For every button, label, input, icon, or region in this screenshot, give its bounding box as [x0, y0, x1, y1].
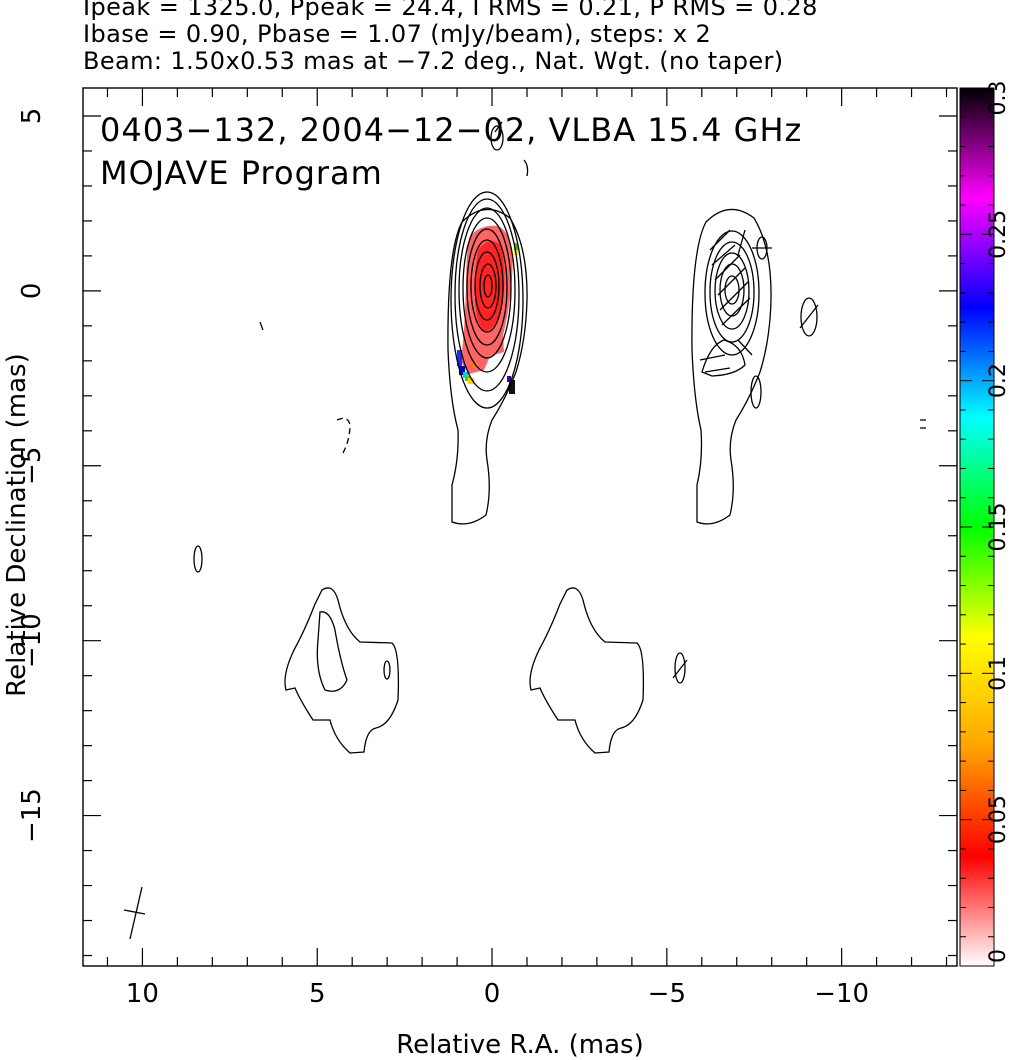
y-tick-labels: 5 0 −5 −10 −15	[17, 108, 47, 843]
contour-top-blob	[490, 125, 504, 151]
contour-far-left	[193, 545, 203, 573]
contours-polarized-intensity	[529, 208, 818, 754]
x-tick-labels: 10 5 0 −5 −10	[126, 979, 869, 1009]
contour-lower-right	[529, 587, 645, 754]
pol-pixel-green	[465, 376, 470, 381]
contour-right-small-2	[750, 375, 762, 409]
contour-dashed-left	[336, 417, 351, 456]
colorbar-tick-label: 0	[986, 949, 1011, 963]
colorbar-ticks	[960, 87, 994, 967]
colorbar-tick-label: 0.25	[986, 210, 1011, 259]
colorbar-tick-label: 0.3	[986, 81, 1011, 116]
colorbar-tick-label: 0.2	[986, 363, 1011, 398]
pol-pixel-green2	[514, 243, 518, 250]
header-line-2: Ibase = 0.90, Pbase = 1.07 (mJy/beam), s…	[83, 20, 712, 48]
chart-subtitle: MOJAVE Program	[100, 154, 383, 192]
contour-small-1	[523, 159, 529, 177]
contour-left-c3	[454, 198, 520, 392]
x-tick-label: 5	[309, 979, 326, 1009]
y-tick-label: −5	[17, 447, 47, 485]
header-line-1: Ipeak = 1325.0, Ppeak = 24.4, I RMS = 0.…	[83, 0, 818, 21]
contour-right-c2	[704, 230, 760, 356]
contour-left-outer	[447, 208, 528, 525]
pol-pixel-blue	[457, 350, 462, 366]
plot-frame	[82, 87, 958, 967]
contour-lower-left	[284, 587, 400, 754]
contour-left-c2	[450, 191, 524, 409]
contour-right-c4	[714, 252, 750, 330]
evpa-ticks	[672, 229, 819, 679]
y-tick-label: −10	[17, 613, 47, 668]
pol-pixel-violet	[507, 376, 511, 382]
beam-minor-axis	[123, 909, 146, 915]
x-tick-label: 10	[126, 979, 159, 1009]
contour-lower-left-small	[383, 660, 391, 680]
x-tick-label: 0	[484, 979, 501, 1009]
contour-left-c6	[466, 228, 508, 346]
beam-marker	[123, 886, 146, 940]
x-tick-label: −10	[814, 979, 869, 1009]
contour-top-tick	[494, 121, 503, 133]
polarization-color-map	[457, 225, 518, 394]
y-tick-label: 5	[17, 108, 47, 125]
contour-left-c5	[462, 217, 512, 359]
contour-left-c4	[458, 207, 516, 373]
contour-left-c8	[474, 251, 500, 321]
contour-right-far	[800, 297, 818, 337]
contour-left-c7	[470, 239, 504, 333]
x-tick-label: −5	[648, 979, 686, 1009]
contours-total-intensity	[193, 121, 926, 754]
contour-right-c6	[724, 275, 740, 305]
x-axis-label: Relative R.A. (mas)	[396, 1030, 643, 1060]
y-axis-label: Relative Declination (mas)	[2, 353, 32, 696]
pol-pixel-yellow	[468, 378, 474, 384]
axis-ticks	[83, 88, 957, 966]
contour-left-c10	[483, 274, 493, 298]
contour-left-c9	[479, 263, 497, 309]
y-tick-label: −15	[17, 788, 47, 843]
contour-lower-left-inner	[316, 611, 348, 692]
beam-major-axis	[129, 886, 143, 940]
y-tick-label: 0	[17, 283, 47, 300]
contour-right-lobe	[701, 339, 746, 377]
header-line-3: Beam: 1.50x0.53 mas at −7.2 deg., Nat. W…	[83, 47, 784, 75]
colorbar-tick-label: 0.05	[986, 795, 1011, 844]
contour-right-mid	[674, 652, 686, 684]
contour-right-outer	[691, 208, 772, 525]
colorbar-tick-label: 0.1	[986, 656, 1011, 691]
pol-pixel-navy	[459, 366, 465, 375]
colorbar-tick-labels: 0 0.05 0.1 0.15 0.2 0.25 0.3	[986, 81, 1011, 964]
pol-pixel-cyan	[463, 372, 468, 378]
pol-pixel-black	[509, 380, 515, 394]
contour-right-dash	[920, 419, 926, 429]
contour-right-c3	[709, 241, 755, 343]
chart-title: 0403−132, 2004−12−02, VLBA 15.4 GHz	[100, 111, 802, 149]
polarized-flux-core	[474, 241, 505, 332]
contour-small-2	[259, 321, 264, 331]
colorbar-tick-label: 0.15	[986, 503, 1011, 552]
